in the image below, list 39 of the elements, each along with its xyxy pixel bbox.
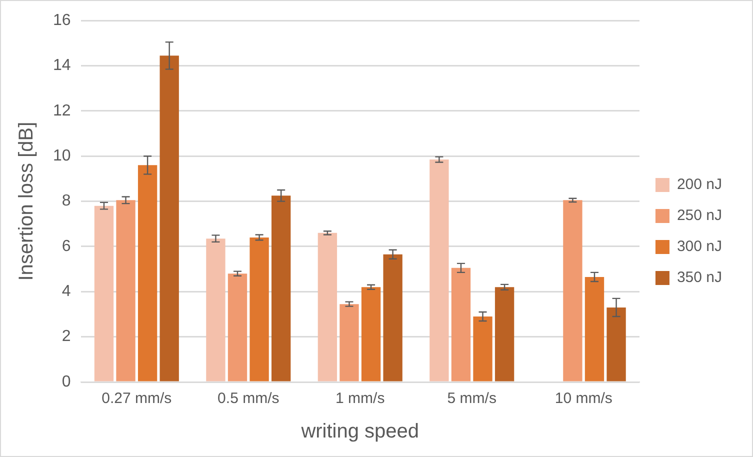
legend-label: 300 nJ <box>676 238 722 256</box>
y-tick-label: 0 <box>62 373 71 390</box>
bar <box>116 200 136 382</box>
y-tick-label: 10 <box>53 148 71 165</box>
x-tick-label: 0.5 mm/s <box>218 390 280 408</box>
bar <box>473 316 492 382</box>
bar <box>563 200 582 382</box>
bar <box>94 206 114 382</box>
x-axis-title: writing speed <box>300 420 420 443</box>
x-tick-label: 0.27 mm/s <box>102 390 172 408</box>
bar <box>160 56 179 382</box>
bar <box>138 165 158 382</box>
bar <box>451 268 471 382</box>
x-tick-label: 10 mm/s <box>554 390 612 408</box>
bar <box>250 237 269 382</box>
y-tick-label: 12 <box>53 102 71 120</box>
y-tick-label: 16 <box>53 12 71 30</box>
bar <box>271 196 291 382</box>
bar <box>228 274 248 382</box>
y-tick-label: 4 <box>62 283 71 300</box>
bar <box>494 287 514 382</box>
y-tick-label: 8 <box>62 192 71 210</box>
legend-label: 250 nJ <box>676 207 722 224</box>
y-tick-label: 2 <box>62 328 71 346</box>
bar <box>606 307 626 382</box>
x-tick-label: 1 mm/s <box>336 390 385 408</box>
legend-label: 200 nJ <box>676 176 722 194</box>
bar <box>361 287 381 382</box>
bar <box>318 232 338 382</box>
bar <box>383 254 402 382</box>
y-axis-title: Insertion loss [dB] <box>16 122 38 281</box>
bar <box>206 238 226 382</box>
legend-label: 350 nJ <box>676 269 722 286</box>
y-tick-label: 14 <box>53 57 71 74</box>
bar <box>430 160 449 382</box>
bar <box>340 304 359 382</box>
bar <box>584 276 604 382</box>
x-tick-label: 5 mm/s <box>447 390 496 408</box>
y-tick-label: 6 <box>62 238 71 255</box>
